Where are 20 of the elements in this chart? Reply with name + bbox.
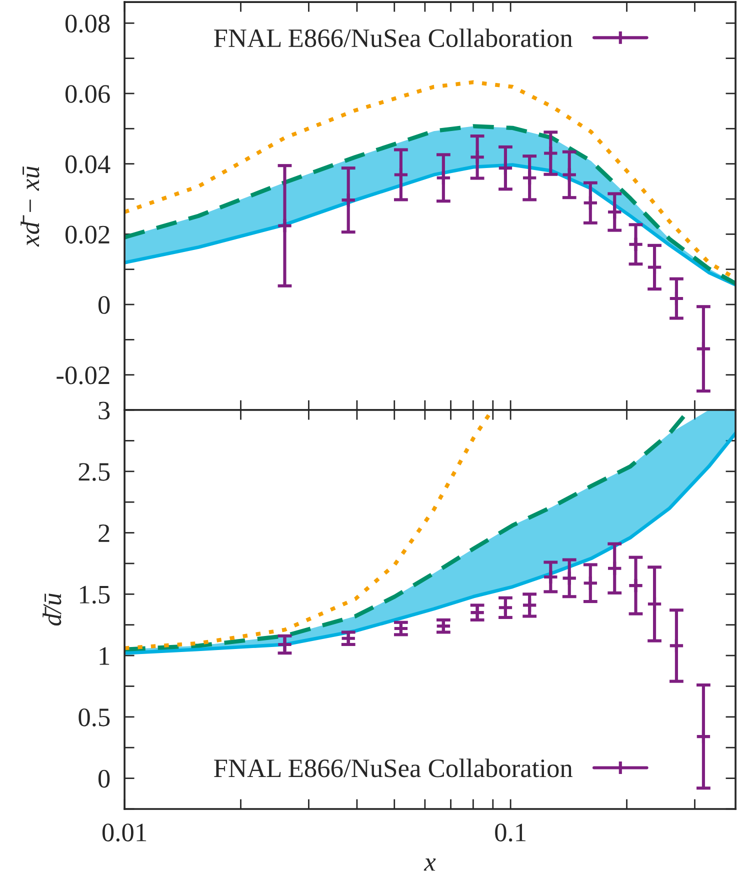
y-axis-title: d̄/ū: [42, 594, 62, 626]
legend-label: FNAL E866/NuSea Collaboration: [214, 758, 573, 778]
y-tick-label: 0: [98, 770, 110, 788]
y-tick-label: 1.5: [80, 586, 110, 604]
y-tick-label: 0: [98, 296, 110, 314]
x-tick-label: 0.01: [102, 824, 146, 842]
y-tick-label: 0.02: [65, 226, 110, 244]
legend-label: FNAL E866/NuSea Collaboration: [214, 28, 573, 48]
y-tick-label: 2.5: [78, 463, 110, 481]
y-tick-label: -0.02: [56, 366, 110, 384]
y-tick-label: 0.04: [65, 155, 110, 174]
x-axis-title: x: [424, 858, 436, 871]
y-tick-label: 1: [100, 647, 110, 665]
x-tick-label: 0.1: [495, 824, 526, 842]
y-tick-label: 2: [98, 524, 110, 542]
y-tick-label: 0.5: [78, 708, 110, 726]
y-axis-title: xd̄ − xū: [20, 166, 40, 247]
y-tick-label: 3: [98, 402, 110, 420]
y-tick-label: 0.06: [65, 85, 110, 104]
y-tick-label: 0.08: [65, 14, 110, 33]
